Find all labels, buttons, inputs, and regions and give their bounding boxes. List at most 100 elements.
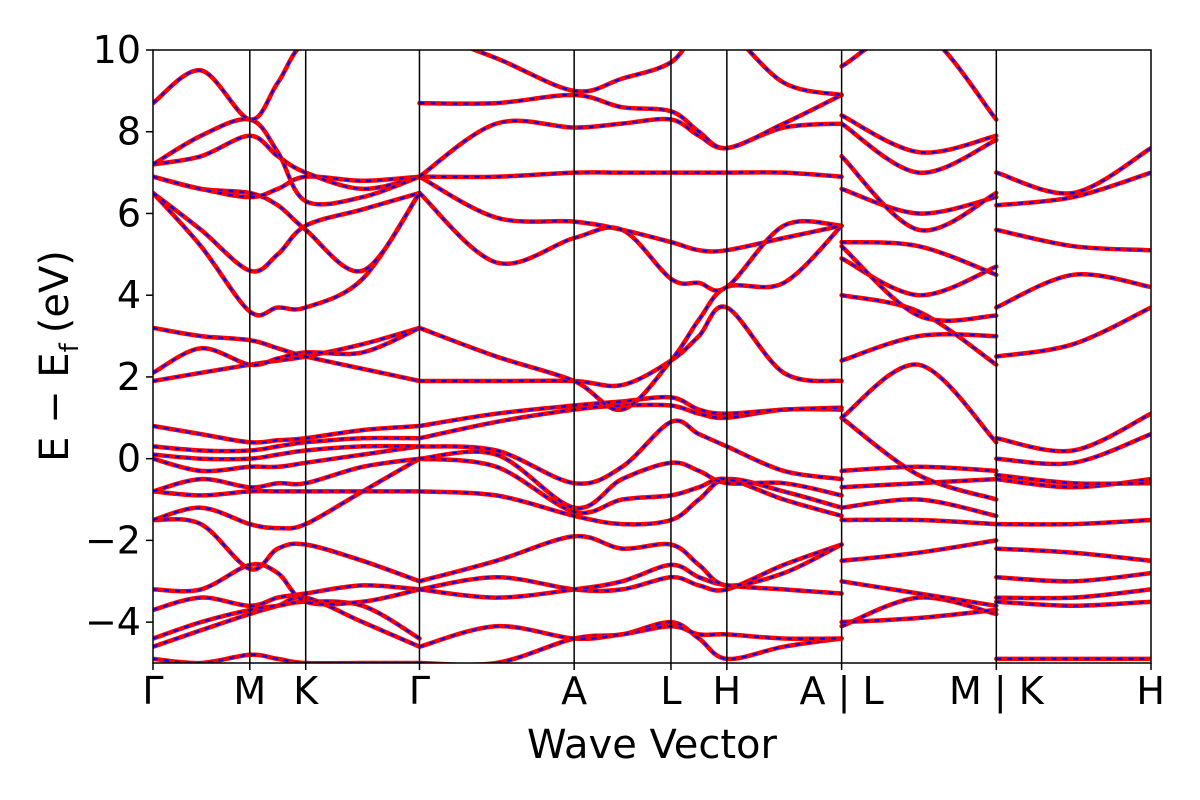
- xtick-label-8: M | K: [949, 669, 1045, 714]
- band-line-red-seg0-b2: [153, 599, 422, 641]
- band-line-blue-seg2-b3: [841, 539, 997, 562]
- bands-layer: [153, 50, 1151, 663]
- band-line-red-seg3-b10: [994, 305, 1151, 359]
- band-line-blue-seg0-b7: [153, 489, 420, 497]
- band-line-blue-seg0-b13: [153, 326, 420, 383]
- band-line-blue-seg0-b14: [153, 326, 420, 374]
- band-line-red-seg3-b2: [994, 587, 1151, 601]
- band-line-red-seg0-b3: [153, 583, 422, 613]
- band-line-red-seg1-b11: [417, 304, 844, 389]
- band-line-blue-seg0-b17: [153, 191, 420, 273]
- band-line-blue-seg3-b4: [996, 547, 1151, 562]
- band-line-red-seg1-b18: [468, 50, 844, 98]
- xtick-label-9: H: [1136, 669, 1165, 713]
- band-line-red-seg2-b18: [839, 113, 999, 155]
- band-line-red-seg2-b16: [839, 154, 999, 233]
- band-line-blue-seg3-b12: [996, 228, 1151, 252]
- band-line-blue-seg2-b6: [841, 478, 997, 489]
- band-line-blue-seg2-b14: [841, 241, 997, 276]
- band-line-blue-seg1-b18: [471, 50, 842, 97]
- band-line-blue-seg2-b8: [840, 416, 997, 501]
- band-line-red-seg0-b22: [153, 50, 300, 122]
- band-line-red-seg1-b14: [417, 174, 844, 254]
- band-line-blue-seg1-b6: [419, 457, 842, 517]
- band-line-blue-seg3-b10: [996, 306, 1151, 358]
- ytick-label-6: 8: [117, 110, 141, 154]
- band-line-red-seg3-b11: [994, 272, 1151, 310]
- ytick-label-1: −2: [85, 518, 141, 562]
- band-line-blue-seg1-b7: [419, 450, 842, 510]
- y-axis-label-unit: (eV): [32, 250, 78, 333]
- xtick-label-7: A | L: [800, 669, 884, 714]
- kpoint-lines: [249, 50, 998, 663]
- band-line-red-seg0-b19: [153, 174, 422, 200]
- band-line-blue-seg2-b0: [841, 596, 997, 628]
- band-line-blue-seg1-b3: [419, 563, 842, 599]
- band-line-blue-seg2-b1: [841, 608, 997, 624]
- band-line-blue-seg1-b8: [419, 419, 842, 485]
- band-line-red-seg3-b5: [994, 517, 1151, 527]
- band-line-blue-seg2-b19: [841, 50, 998, 121]
- band-line-blue-seg2-b17: [840, 122, 997, 174]
- band-line-blue-seg2-b16: [840, 155, 997, 232]
- band-line-blue-seg1-b15: [419, 171, 842, 179]
- band-line-blue-seg0-b21: [153, 117, 420, 206]
- band-line-blue-seg1-b5: [419, 477, 842, 526]
- band-line-blue-seg3-b8: [996, 433, 1151, 466]
- band-line-blue-seg0-b18: [153, 175, 421, 273]
- band-line-blue-seg1-b11: [419, 305, 842, 388]
- band-line-red-seg2-b19: [839, 50, 999, 122]
- band-line-red-seg2-b5: [839, 497, 999, 519]
- ytick-label-2: 0: [117, 437, 141, 481]
- y-ticks: −4 −2 0 2 4 6 8 10: [85, 28, 153, 644]
- band-line-red-seg3-b13: [994, 170, 1151, 208]
- plot-frame: [152, 49, 1152, 664]
- y-axis-label-main: E − E: [32, 352, 78, 462]
- y-axis-label-subscript: f: [55, 342, 85, 352]
- band-line-blue-seg2-b10: [841, 333, 997, 362]
- band-line-blue-seg2-b2: [841, 580, 997, 607]
- band-line-red-seg2-b9: [839, 362, 999, 445]
- band-line-blue-seg0-b9: [153, 445, 420, 473]
- band-line-blue-seg3-b14: [995, 147, 1151, 195]
- band-line-blue-seg0-b1: [153, 595, 420, 648]
- band-line-red-seg0-b0: [153, 652, 422, 663]
- band-line-blue-seg3-b7: [996, 473, 1151, 485]
- band-line-red-seg1-b13: [417, 190, 844, 293]
- band-line-blue-seg3-b6: [996, 478, 1151, 489]
- band-line-blue-seg3-b3: [996, 572, 1151, 583]
- ytick-label-4: 4: [117, 273, 141, 317]
- ytick-label-7: 10: [93, 28, 141, 72]
- xtick-label-5: L: [660, 669, 681, 713]
- band-line-blue-seg0-b15: [153, 326, 420, 383]
- band-line-red-seg2-b12: [839, 256, 999, 298]
- x-axis-label: Wave Vector: [527, 722, 778, 768]
- band-line-red-seg1-b1: [417, 623, 844, 649]
- band-line-blue-seg0-b11: [153, 436, 420, 453]
- xtick-label-1: M: [233, 669, 266, 713]
- band-line-red-seg3-b3: [994, 570, 1151, 584]
- band-line-red-seg0-b16: [153, 190, 422, 318]
- xtick-label-0: Γ: [142, 669, 163, 713]
- band-line-blue-seg1-b16: [418, 117, 842, 178]
- xtick-label-4: A: [561, 669, 587, 713]
- band-line-red-seg1-b12: [417, 223, 844, 413]
- y-axis-label: E − Ef (eV): [32, 250, 85, 462]
- xtick-label-6: H: [713, 669, 742, 713]
- band-line-red-seg1-b2: [417, 542, 844, 594]
- band-line-blue-seg3-b13: [996, 171, 1151, 207]
- band-line-blue-seg2-b11: [841, 294, 997, 366]
- band-line-blue-seg0-b4: [153, 563, 420, 606]
- band-line-red-seg0-b8: [153, 456, 422, 494]
- band-line-blue-seg2-b18: [841, 114, 997, 154]
- band-line-blue-seg2-b5: [841, 498, 997, 517]
- band-line-blue-seg2-b7: [841, 465, 997, 472]
- band-line-blue-seg2-b9: [840, 363, 998, 444]
- xtick-label-3: Γ: [409, 669, 430, 713]
- xtick-label-2: K: [293, 669, 319, 713]
- band-line-blue-seg1-b13: [418, 192, 842, 292]
- band-line-red-seg1-b3: [417, 562, 844, 600]
- band-line-red-seg2-b4: [839, 517, 999, 527]
